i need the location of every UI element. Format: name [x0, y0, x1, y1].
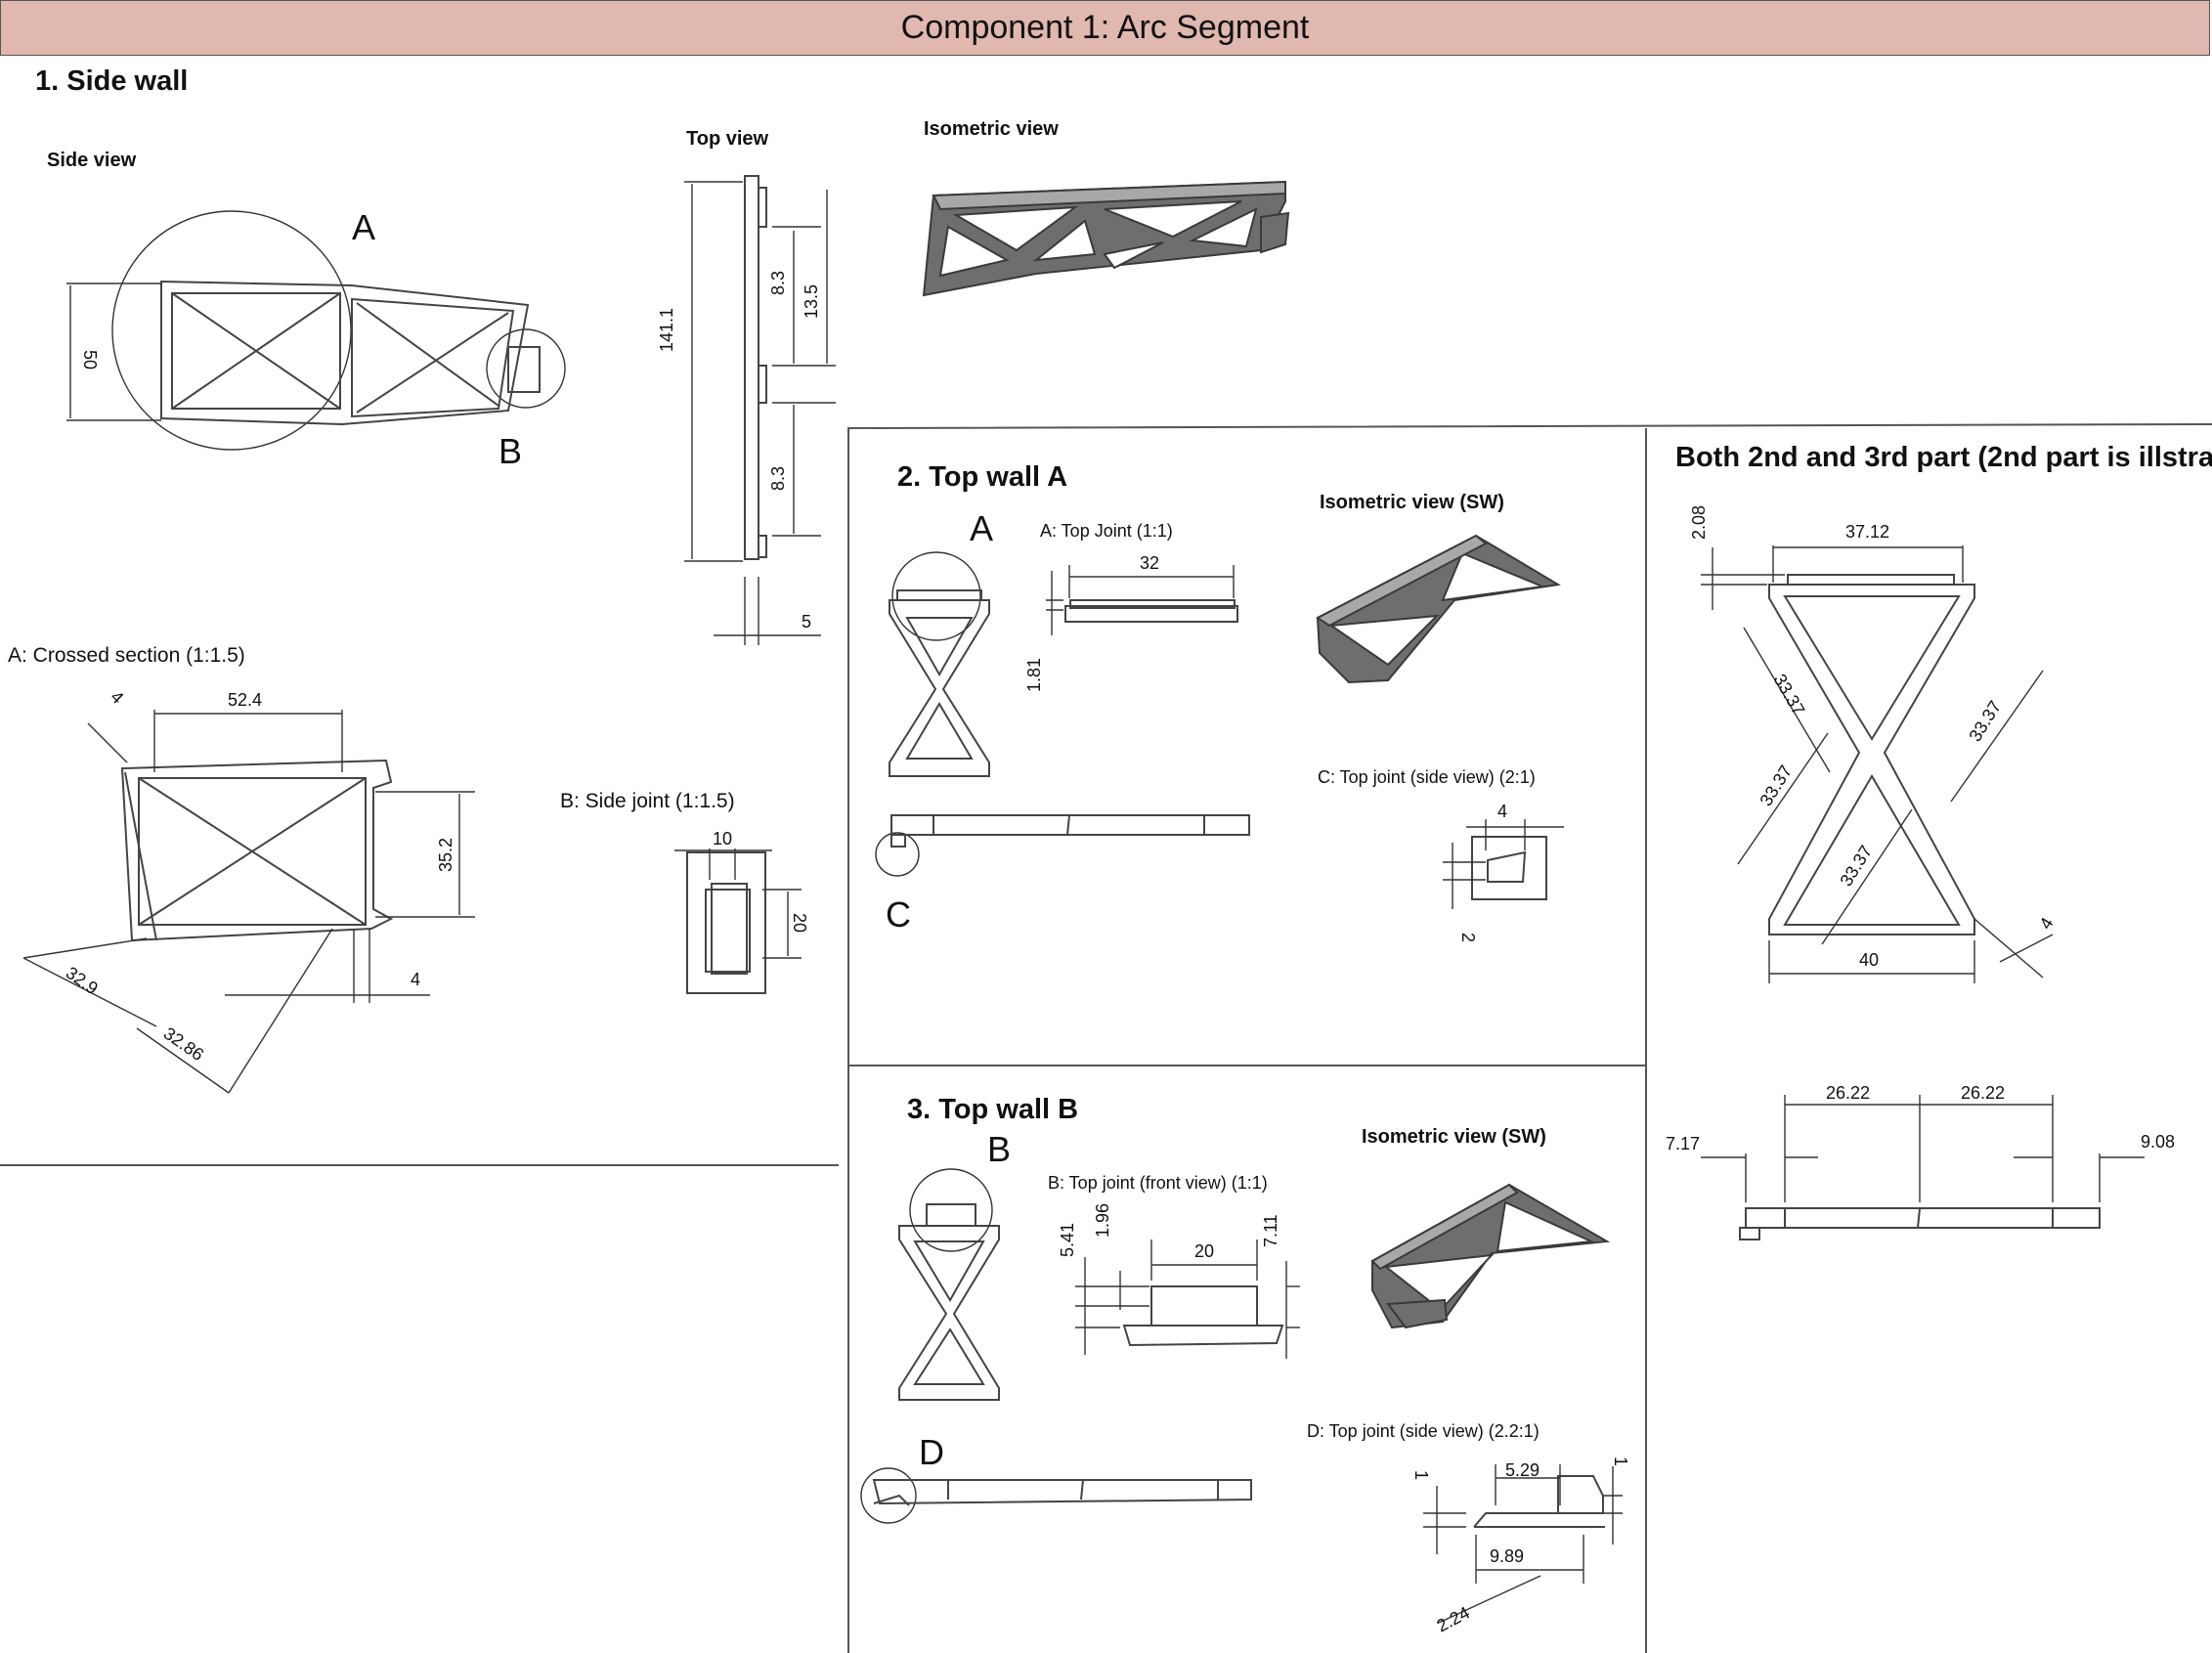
label-top-joint-b: B: Top joint (front view) (1:1) [1048, 1173, 1268, 1193]
dim-cross-width: 52.4 [228, 690, 262, 710]
dim-side-a: 26.22 [1826, 1083, 1870, 1103]
dim-both-top: 37.12 [1845, 522, 1889, 542]
heading-top-wall-a: 2. Top wall A [897, 461, 1067, 493]
sheet-title: Component 1: Arc Segment [0, 0, 2210, 56]
dim-top-d-5: 2.24 [1433, 1602, 1472, 1635]
dim-top-d-3: 1 [1611, 1457, 1630, 1466]
heading-side-wall: 1. Side wall [35, 65, 188, 97]
dim-cross-edge: 4 [411, 970, 420, 989]
label-side-view: Side view [47, 150, 137, 171]
dim-side-b: 26.22 [1961, 1083, 2005, 1103]
top-wall-a-front [889, 551, 990, 777]
dim-top-d-2: 1 [1411, 1470, 1431, 1480]
label-a-top-wall: A [970, 508, 993, 548]
dim-both-diag-1: 33.37 [1770, 671, 1809, 718]
isometric-top-wall-b [1370, 1183, 1611, 1329]
top-joint-c-detail: 4 2 [1443, 802, 1564, 942]
top-wall-a-side [875, 814, 1250, 877]
top-joint-a-detail: 32 1.81 [1024, 553, 1238, 692]
both-parts-side: 26.22 26.22 7.17 9.08 [1666, 1083, 2175, 1240]
label-b: B [499, 431, 522, 471]
label-top-view: Top view [686, 128, 769, 150]
isometric-top-wall-a [1316, 534, 1561, 684]
label-detail-b-side-joint: B: Side joint (1:1.5) [560, 790, 735, 812]
dim-both-diag-3: 33.37 [1756, 761, 1796, 809]
dim-both-diag-4: 33.37 [1836, 842, 1876, 890]
dim-top-gap-3: 8.3 [768, 466, 788, 491]
heading-both-parts: Both 2nd and 3rd part (2nd part is illst… [1675, 442, 2212, 473]
detail-a-crossed-section: 52.4 4 35.2 32.9 32.86 4 [22, 687, 475, 1094]
top-joint-d-detail: 5.29 1 1 9.89 2.24 [1411, 1457, 1630, 1636]
dim-top-c-width: 4 [1497, 802, 1507, 821]
dim-both-diag-2: 33.37 [1965, 697, 2005, 745]
top-view-drawing: 141.1 8.3 13.5 8.3 5 [657, 175, 836, 645]
dim-side-height: 50 [80, 350, 100, 370]
dim-top-b-width: 20 [1194, 1241, 1214, 1261]
dim-cross-thickness: 4 [107, 687, 127, 708]
isometric-side-wall [922, 180, 1290, 297]
heading-top-wall-b: 3. Top wall B [907, 1094, 1078, 1125]
dim-top-thickness: 5 [802, 612, 811, 631]
top-wall-b-side [860, 1467, 1252, 1524]
label-top-joint-a: A: Top Joint (1:1) [1040, 521, 1173, 541]
label-isometric-sw-b: Isometric view (SW) [1362, 1126, 1546, 1148]
top-joint-b-detail: 20 5.41 1.96 7.11 [1058, 1203, 1300, 1359]
dim-joint-width: 10 [713, 829, 732, 848]
dim-cross-diag-1: 32.9 [63, 963, 102, 998]
dim-top-a-thickness: 1.81 [1024, 658, 1044, 692]
dim-top-gap-1: 8.3 [768, 271, 788, 295]
dim-side-right: 9.08 [2141, 1132, 2175, 1152]
side-view-drawing: 50 [66, 210, 566, 451]
dim-top-a-width: 32 [1140, 553, 1159, 573]
dim-top-b-h2: 1.96 [1093, 1203, 1112, 1238]
top-wall-b-front [898, 1168, 1000, 1401]
label-b-top-wall: B [987, 1129, 1011, 1169]
dim-top-d-1: 5.29 [1505, 1460, 1540, 1480]
label-d: D [919, 1432, 944, 1472]
dim-top-b-h1: 5.41 [1058, 1223, 1077, 1257]
dim-cross-diag-2: 32.86 [160, 1023, 207, 1065]
dim-cross-height: 35.2 [436, 838, 455, 872]
label-c: C [886, 894, 911, 935]
label-isometric-view: Isometric view [924, 118, 1059, 140]
dim-side-left: 7.17 [1666, 1134, 1700, 1153]
dim-top-c-height: 2 [1458, 933, 1478, 942]
dim-both-thickness: 4 [2035, 914, 2057, 933]
dim-both-offset: 2.08 [1689, 505, 1709, 540]
detail-b-side-joint: 10 20 [674, 829, 809, 994]
label-top-joint-d: D: Top joint (side view) (2.2:1) [1307, 1421, 1540, 1441]
label-a: A [352, 207, 375, 247]
dim-top-d-4: 9.89 [1490, 1546, 1524, 1566]
dim-both-base: 40 [1859, 950, 1879, 970]
label-top-joint-c: C: Top joint (side view) (2:1) [1318, 767, 1536, 787]
dim-joint-height: 20 [790, 913, 809, 933]
panel-frames [0, 423, 2212, 1653]
dim-top-length: 141.1 [657, 308, 676, 352]
dim-top-gap-2: 13.5 [802, 284, 821, 319]
dim-top-b-h3: 7.11 [1261, 1214, 1280, 1247]
label-isometric-sw-a: Isometric view (SW) [1320, 492, 1504, 513]
label-detail-a-crossed-section: A: Crossed section (1:1.5) [8, 644, 245, 667]
both-parts-front: 37.12 2.08 33.37 33.37 33.37 33.37 40 4 [1689, 505, 2058, 983]
